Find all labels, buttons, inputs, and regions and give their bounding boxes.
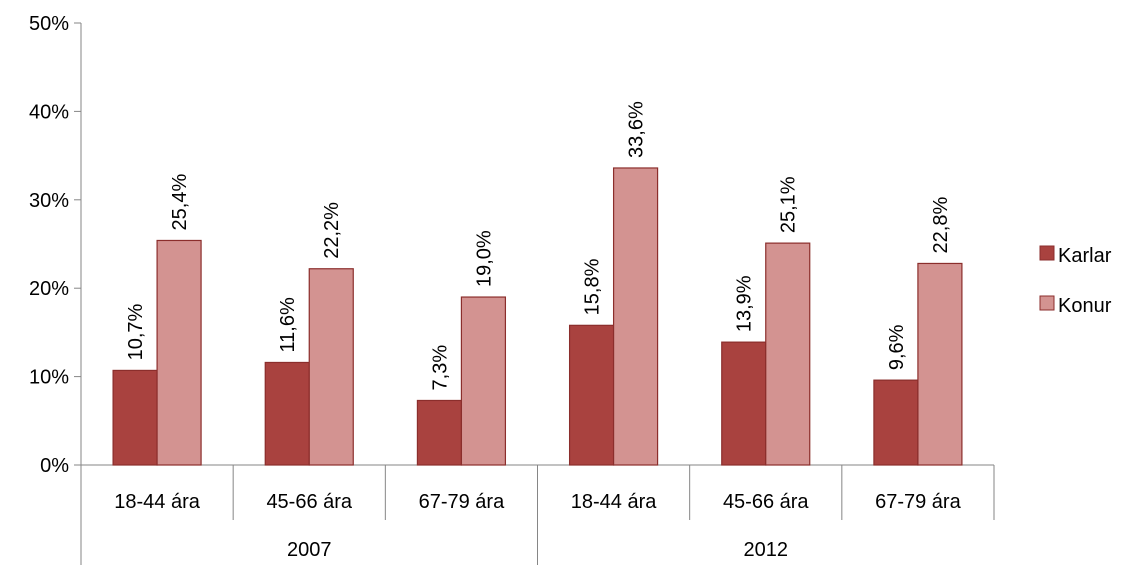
category-label: 45-66 ára — [723, 491, 809, 513]
category-label: 18-44 ára — [114, 491, 200, 513]
axes: 0% 10% 20% 30% 40% 50% — [29, 13, 995, 565]
legend-label-karlar: Karlar — [1058, 245, 1112, 267]
bar-konur-5 — [917, 262, 963, 466]
bar-konur-0 — [156, 239, 202, 466]
bar-konur-4 — [765, 242, 811, 466]
legend-label-konur: Konur — [1058, 295, 1112, 317]
category-label: 18-44 ára — [571, 491, 657, 513]
x-axis-labels: 18-44 ára 45-66 ára 67-79 ára 18-44 ára 45-6… — [114, 491, 961, 561]
data-label-konur-0: 25,4% — [169, 174, 191, 231]
bar-karlar-4 — [721, 341, 767, 466]
bars — [112, 167, 963, 466]
bar-karlar-0 — [112, 369, 158, 466]
bar-karlar-1 — [264, 361, 310, 466]
y-tick-label: 20% — [29, 278, 69, 300]
bar-karlar-5 — [873, 379, 919, 466]
group-label: 2012 — [744, 539, 789, 561]
y-tick-label: 30% — [29, 190, 69, 212]
bar-konur-2 — [460, 296, 507, 466]
data-label-konur-4: 25,1% — [778, 176, 800, 233]
legend: Karlar Konur — [1039, 245, 1112, 317]
data-label-karlar-2: 7,3% — [429, 345, 451, 391]
bar-karlar-2 — [416, 399, 463, 466]
data-label-konur-5: 22,8% — [930, 197, 952, 254]
data-label-karlar-3: 15,8% — [582, 258, 604, 315]
bar-konur-3 — [612, 167, 659, 466]
data-label-karlar-4: 13,9% — [734, 275, 756, 332]
category-label: 67-79 ára — [419, 491, 505, 513]
y-tick-label: 0% — [40, 455, 69, 477]
group-label: 2007 — [287, 539, 332, 561]
y-tick-label: 40% — [29, 101, 69, 123]
data-label-karlar-1: 11,6% — [277, 297, 299, 352]
data-labels: 10,7% 25,4% 11,6% 22,2% 7,3% 19,0% 15,8% 33,6% 1… — [125, 101, 952, 390]
category-label: 45-66 ára — [266, 491, 352, 513]
y-tick-label: 50% — [29, 13, 69, 35]
bar-karlar-3 — [568, 324, 615, 466]
data-label-konur-1: 22,2% — [321, 202, 343, 259]
data-label-karlar-5: 9,6% — [886, 324, 908, 370]
y-tick-label: 10% — [29, 367, 69, 389]
bar-konur-1 — [308, 268, 354, 466]
legend-swatch-karlar — [1039, 245, 1055, 261]
data-label-konur-2: 19,0% — [473, 230, 495, 287]
legend-swatch-konur — [1039, 295, 1055, 311]
data-label-konur-3: 33,6% — [626, 101, 648, 158]
category-label: 67-79 ára — [875, 491, 961, 513]
data-label-karlar-0: 10,7% — [125, 303, 147, 360]
